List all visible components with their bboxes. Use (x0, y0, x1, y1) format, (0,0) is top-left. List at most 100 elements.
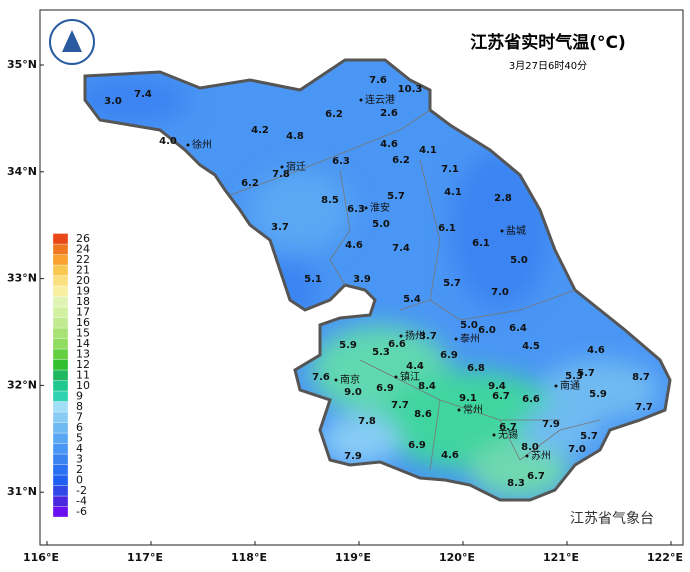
station-value: 7.4 (392, 243, 410, 254)
station-value: 4.6 (380, 139, 398, 150)
station-value: 6.6 (522, 394, 540, 405)
legend-label: 17 (76, 305, 90, 318)
legend-label: -4 (76, 494, 87, 507)
station-value: 7.8 (272, 169, 290, 180)
station-value: 4.4 (406, 361, 424, 372)
legend-label: 13 (76, 347, 90, 360)
station-value: 5.7 (577, 368, 595, 379)
legend-swatch (52, 338, 69, 350)
station-value: 4.6 (587, 345, 605, 356)
station-value: 8.0 (521, 442, 539, 453)
temperature-field (85, 60, 670, 500)
station-value: 7.7 (635, 402, 653, 413)
legend-label: 16 (76, 316, 90, 329)
station-value: 8.3 (507, 478, 525, 489)
station-value: 9.1 (459, 393, 477, 404)
city-dot (394, 375, 398, 379)
city-label: 徐州 (192, 138, 212, 151)
station-value: 9.0 (344, 387, 362, 398)
legend-label: 2 (76, 463, 83, 476)
station-value: 6.2 (241, 178, 259, 189)
station-value: 5.0 (460, 320, 478, 331)
station-value: 7.8 (358, 416, 376, 427)
legend-swatch (52, 306, 69, 318)
legend-swatch (52, 285, 69, 297)
station-value: 9.4 (488, 381, 506, 392)
legend-swatch (52, 464, 69, 476)
station-value: 5.0 (372, 219, 390, 230)
legend-label: 9 (76, 389, 83, 402)
legend-label: 22 (76, 253, 90, 266)
legend-label: 14 (76, 337, 90, 350)
legend-label: 10 (76, 379, 90, 392)
city-label: 淮安 (370, 201, 390, 214)
legend-label: 24 (76, 242, 90, 255)
station-value: 6.7 (499, 422, 517, 433)
legend-swatch (52, 474, 69, 486)
city-label: 宿迁 (286, 160, 306, 173)
station-value: 6.8 (467, 363, 485, 374)
city-dot (554, 384, 558, 388)
legend-label: 4 (76, 442, 83, 455)
legend-swatch (52, 327, 69, 339)
legend-swatch (52, 401, 69, 413)
legend-label: 19 (76, 284, 90, 297)
station-value: 6.3 (347, 204, 365, 215)
station-value: 5.3 (372, 347, 390, 358)
station-value: 5.9 (339, 340, 357, 351)
y-tick-label: 34°N (7, 165, 37, 178)
station-value: 3.0 (104, 96, 122, 107)
subtitle: 3月27日6时40分 (509, 60, 587, 72)
station-value: 4.8 (286, 131, 304, 142)
x-tick-label: 120°E (439, 551, 475, 564)
legend-swatch (52, 243, 69, 255)
y-tick-label: 35°N (7, 58, 37, 71)
footer: 江苏省气象台 (570, 511, 654, 527)
station-value: 6.7 (492, 391, 510, 402)
city-dot (399, 334, 403, 338)
city-label: 盐城 (506, 224, 526, 237)
city-label: 南通 (560, 379, 580, 392)
city-label: 常州 (463, 403, 483, 416)
station-value: 7.7 (391, 400, 409, 411)
station-value: 7.1 (441, 164, 459, 175)
legend-swatch (52, 264, 69, 276)
station-value: 5.7 (387, 191, 405, 202)
station-value: 3.7 (419, 331, 437, 342)
legend-swatch (52, 380, 69, 392)
station-value: 6.1 (438, 223, 456, 234)
city-dot (359, 98, 363, 102)
station-value: 6.7 (527, 471, 545, 482)
legend-label: 20 (76, 274, 90, 287)
station-value: 7.0 (491, 287, 509, 298)
legend-label: 15 (76, 326, 90, 339)
legend-swatch (52, 233, 69, 245)
station-value: 5.3 (565, 371, 583, 382)
station-value: 5.9 (589, 389, 607, 400)
city-label: 连云港 (365, 93, 395, 106)
legend-label: 3 (76, 452, 83, 465)
title: 江苏省实时气温(°C) (470, 32, 626, 53)
legend-swatch (52, 495, 69, 507)
legend-swatch (52, 359, 69, 371)
legend-label: 5 (76, 431, 83, 444)
city-dot (334, 378, 338, 382)
station-value: 4.1 (444, 187, 462, 198)
station-value: 8.6 (414, 409, 432, 420)
station-value: 6.9 (376, 383, 394, 394)
legend-label: 18 (76, 295, 90, 308)
station-value: 8.5 (321, 195, 339, 206)
station-value: 6.6 (388, 339, 406, 350)
station-value: 3.9 (353, 274, 371, 285)
station-value: 6.3 (332, 156, 350, 167)
legend-swatch (52, 390, 69, 402)
station-value: 4.2 (251, 125, 269, 136)
station-value: 2.8 (494, 193, 512, 204)
legend-swatch (52, 254, 69, 266)
city-dot (364, 206, 368, 210)
legend-swatch (52, 348, 69, 360)
x-tick-label: 118°E (231, 551, 267, 564)
y-tick-label: 31°N (7, 485, 37, 498)
station-value: 7.9 (542, 419, 560, 430)
station-value: 5.4 (403, 294, 421, 305)
